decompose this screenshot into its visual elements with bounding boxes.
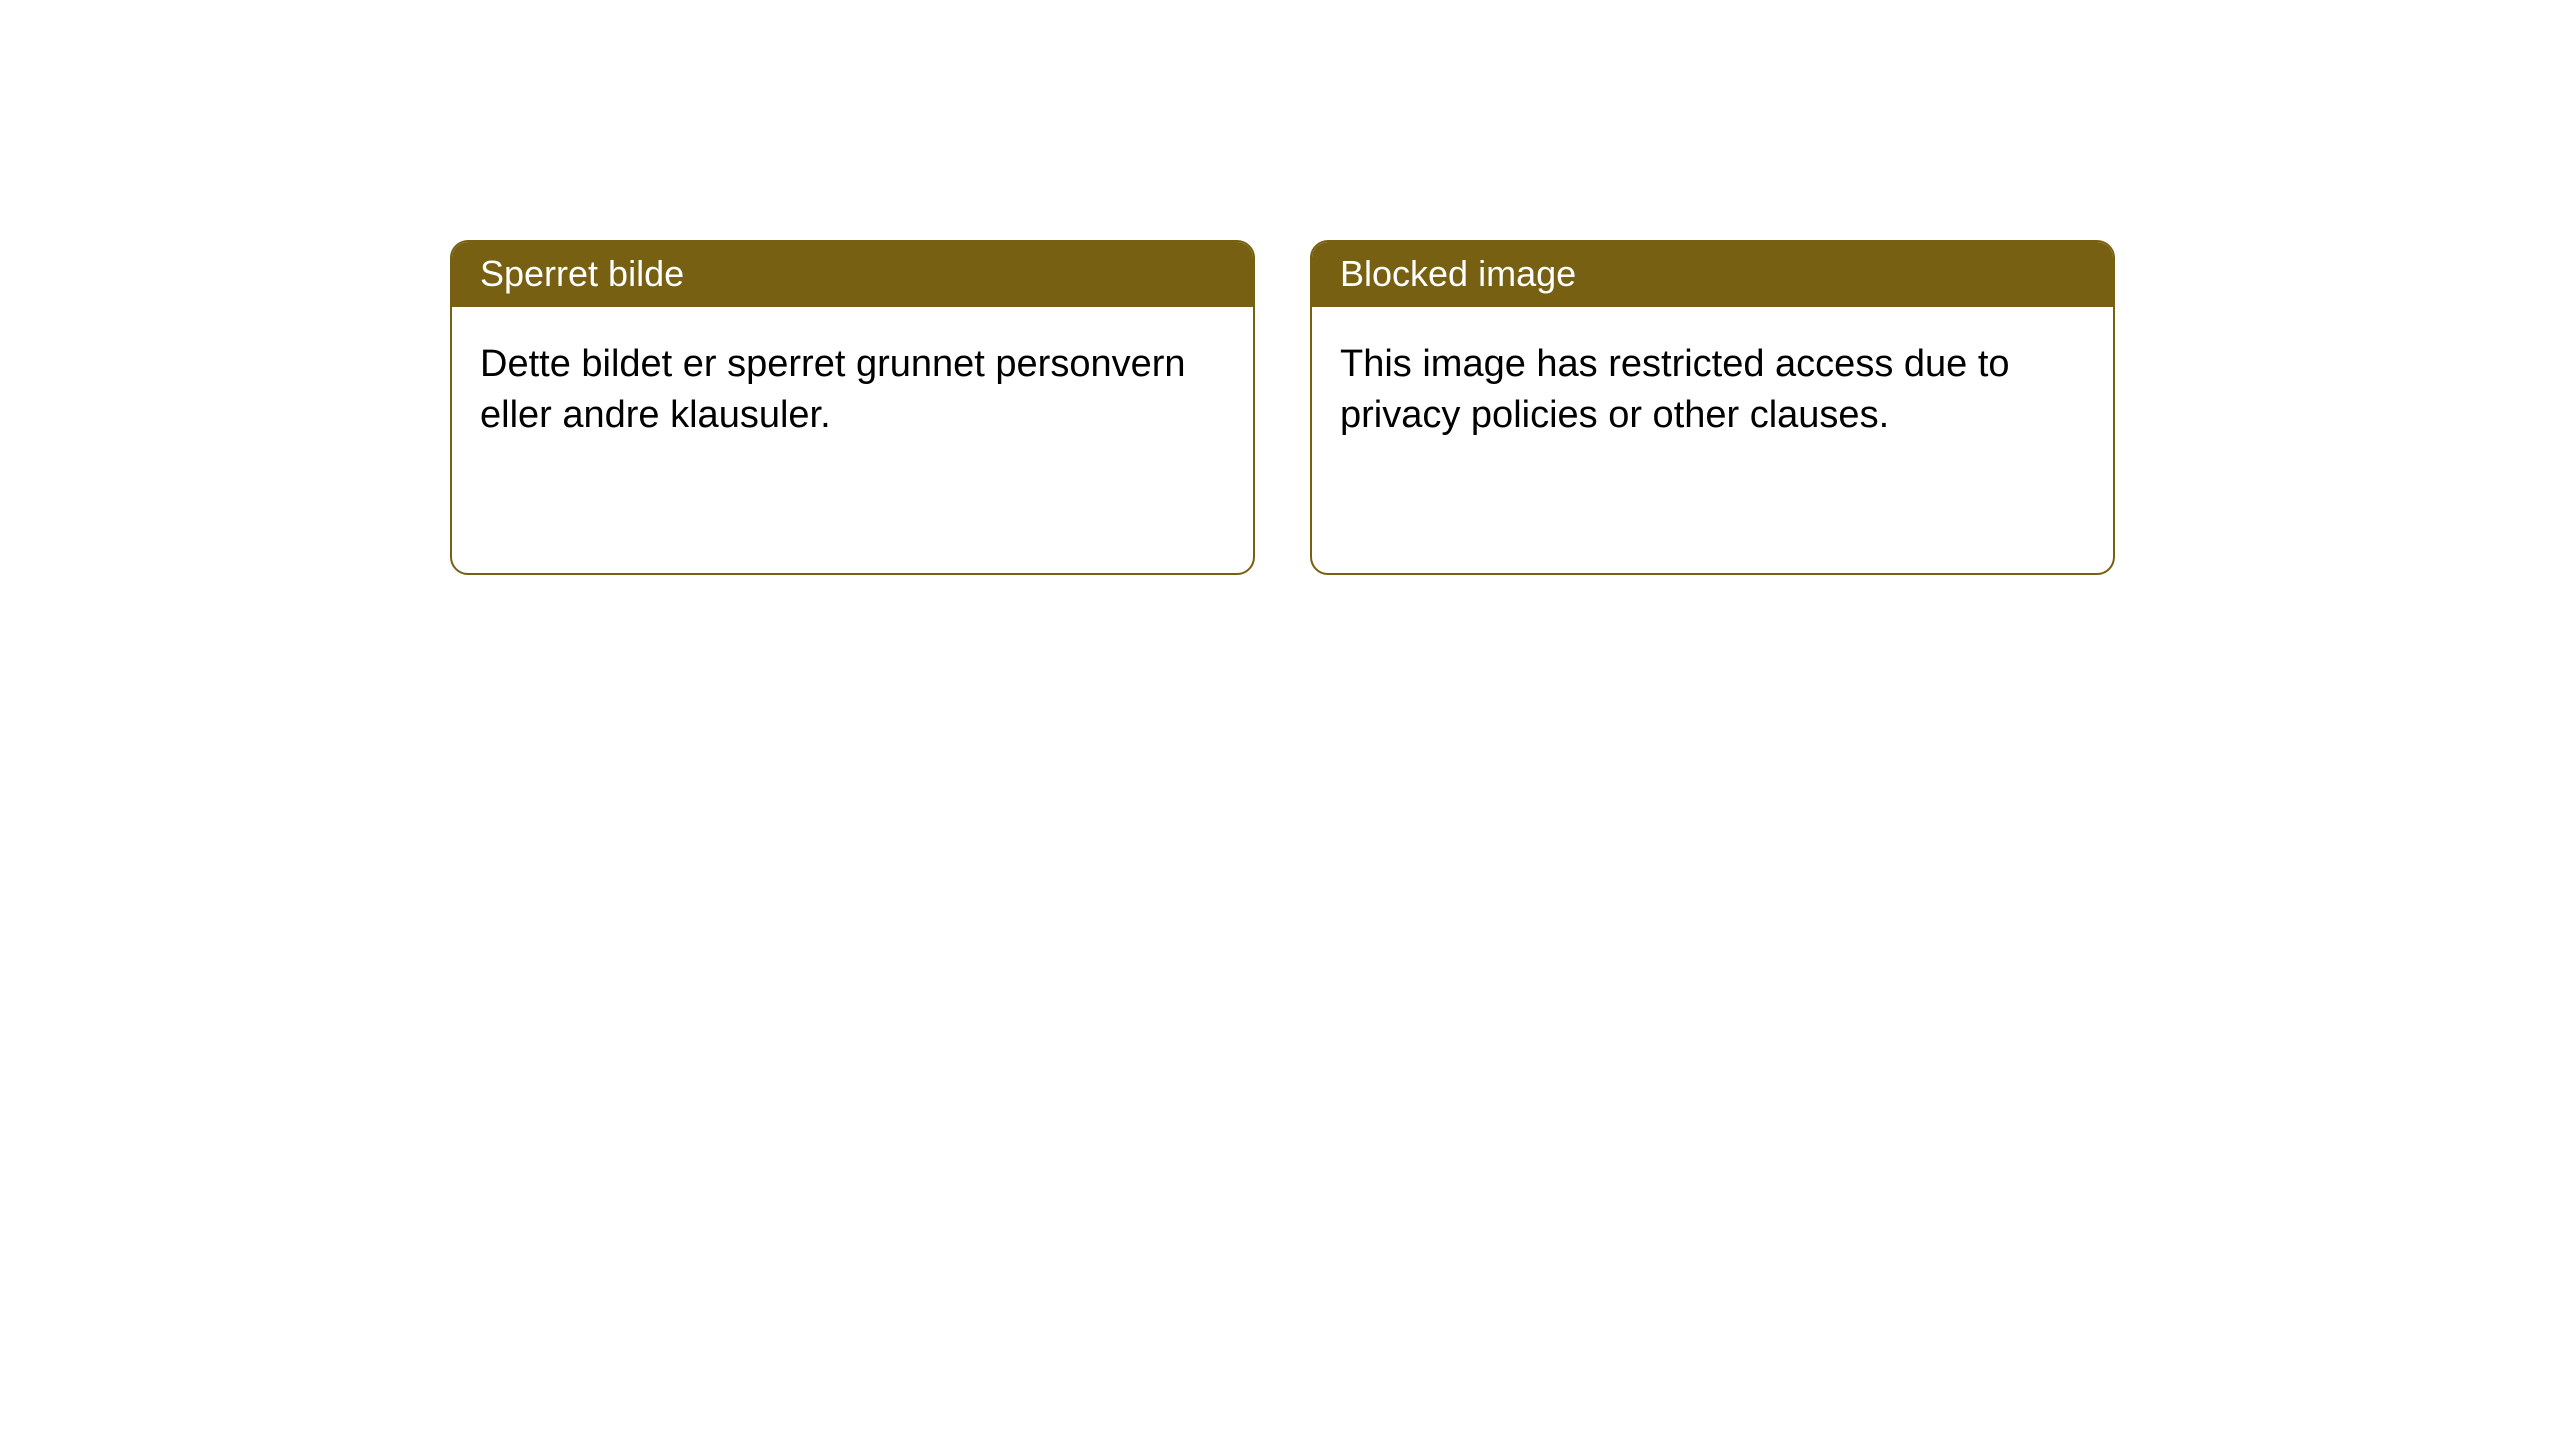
notice-body-norwegian: Dette bildet er sperret grunnet personve… <box>452 307 1253 474</box>
notice-card-english: Blocked image This image has restricted … <box>1310 240 2115 575</box>
notice-header-english: Blocked image <box>1312 242 2113 307</box>
notice-container: Sperret bilde Dette bildet er sperret gr… <box>450 240 2115 575</box>
notice-body-english: This image has restricted access due to … <box>1312 307 2113 474</box>
notice-card-norwegian: Sperret bilde Dette bildet er sperret gr… <box>450 240 1255 575</box>
notice-header-norwegian: Sperret bilde <box>452 242 1253 307</box>
